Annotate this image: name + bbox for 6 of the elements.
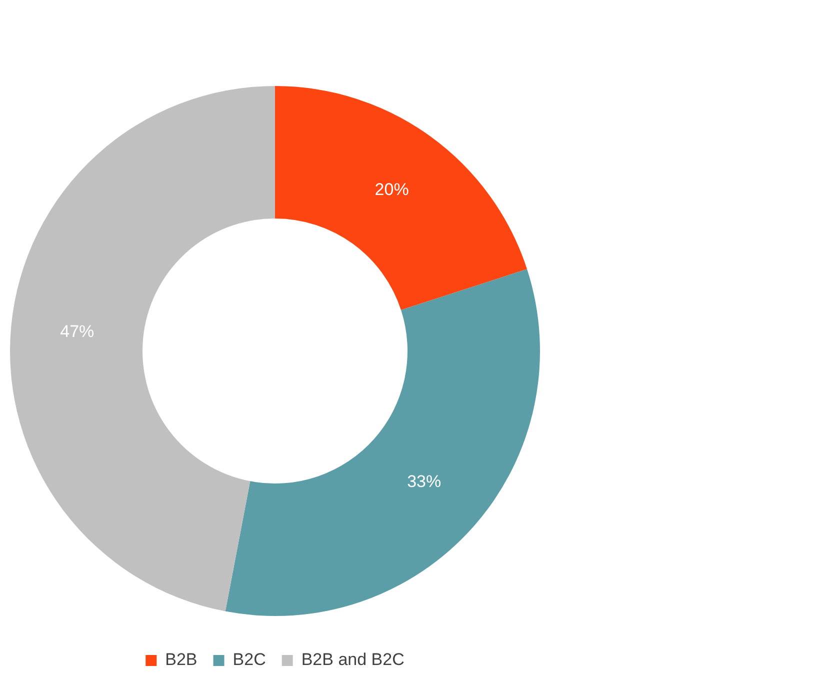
legend-label: B2B and B2C (301, 650, 404, 670)
data-label: 33% (407, 472, 442, 492)
data-label: 20% (374, 180, 409, 199)
legend-label: B2B (165, 650, 198, 670)
legend-label: B2C (232, 650, 266, 670)
data-label: 47% (60, 322, 94, 341)
